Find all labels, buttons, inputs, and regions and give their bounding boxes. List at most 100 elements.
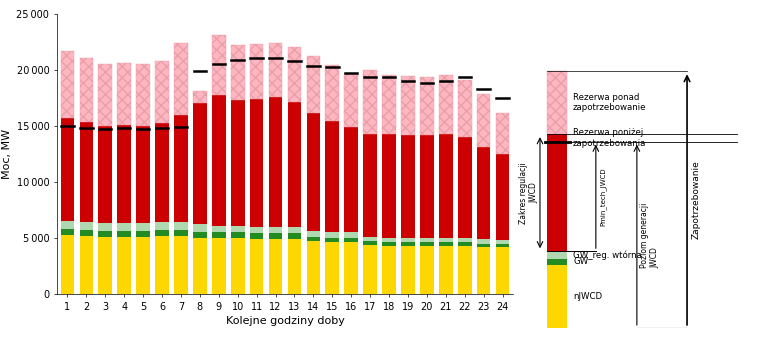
Text: nJWCD: nJWCD (573, 292, 602, 301)
Bar (174, 115, 188, 222)
Bar (401, 238, 415, 242)
Bar (477, 244, 490, 247)
Bar (344, 127, 358, 232)
Bar (547, 134, 567, 251)
Bar (61, 229, 74, 235)
Bar (420, 238, 434, 242)
Bar (439, 238, 453, 242)
Bar (458, 137, 471, 238)
Bar (193, 91, 207, 103)
Bar (193, 103, 207, 224)
Bar (250, 227, 264, 234)
Bar (287, 227, 301, 234)
Bar (136, 64, 150, 126)
Bar (306, 56, 320, 113)
Text: GW_reg. wtórna: GW_reg. wtórna (573, 250, 642, 260)
Bar (136, 126, 150, 223)
Bar (155, 61, 169, 123)
Bar (382, 246, 396, 294)
Bar (212, 232, 226, 238)
Bar (458, 246, 471, 294)
Bar (212, 35, 226, 95)
Bar (401, 76, 415, 135)
Bar (287, 239, 301, 294)
Bar (80, 58, 93, 122)
Bar (193, 232, 207, 238)
Bar (496, 247, 509, 294)
Bar (401, 246, 415, 294)
Bar (269, 97, 283, 227)
Bar (174, 222, 188, 230)
Bar (193, 224, 207, 232)
Bar (477, 94, 490, 147)
Bar (117, 237, 131, 294)
Bar (99, 223, 112, 231)
Bar (344, 238, 358, 242)
Bar (477, 239, 490, 244)
Bar (61, 221, 74, 229)
Bar (174, 43, 188, 115)
Bar (174, 236, 188, 294)
Bar (155, 123, 169, 222)
Bar (250, 234, 264, 239)
Text: Rezerwa poniżej
zapotrzebowania: Rezerwa poniżej zapotrzebowania (573, 128, 647, 148)
Bar (363, 241, 377, 245)
Text: Poziom generacji
JWCD: Poziom generacji JWCD (640, 202, 660, 267)
Bar (420, 242, 434, 246)
Bar (287, 234, 301, 239)
Bar (117, 125, 131, 223)
Bar (496, 244, 509, 247)
Bar (117, 231, 131, 237)
Text: Zapotrzebowanie: Zapotrzebowanie (692, 160, 701, 239)
Bar (458, 238, 471, 242)
Bar (325, 238, 339, 242)
Bar (439, 75, 453, 134)
Bar (547, 251, 567, 259)
Bar (401, 135, 415, 238)
Bar (363, 245, 377, 294)
Bar (61, 51, 74, 118)
Bar (344, 242, 358, 294)
Bar (420, 246, 434, 294)
Bar (287, 47, 301, 102)
Bar (99, 64, 112, 126)
Bar (269, 239, 283, 294)
Text: GW: GW (573, 257, 588, 266)
Bar (306, 231, 320, 237)
Bar (363, 134, 377, 237)
Bar (287, 102, 301, 227)
Bar (250, 44, 264, 99)
Bar (231, 225, 245, 232)
Bar (477, 247, 490, 294)
Y-axis label: Moc, MW: Moc, MW (2, 129, 12, 179)
Bar (212, 238, 226, 294)
Bar (80, 236, 93, 294)
Bar (231, 45, 245, 100)
Bar (547, 71, 567, 134)
Bar (80, 222, 93, 230)
Bar (363, 237, 377, 241)
Bar (99, 231, 112, 237)
Bar (193, 238, 207, 294)
Bar (61, 118, 74, 221)
Bar (439, 134, 453, 238)
Bar (325, 242, 339, 294)
Bar (401, 242, 415, 246)
Bar (306, 113, 320, 231)
Text: Rezerwa ponad
zapotrzebowanie: Rezerwa ponad zapotrzebowanie (573, 93, 647, 113)
Bar (250, 99, 264, 227)
Bar (458, 80, 471, 137)
Bar (212, 95, 226, 225)
Bar (496, 240, 509, 244)
Bar (382, 238, 396, 242)
Bar (250, 239, 264, 294)
Bar (325, 65, 339, 121)
Bar (231, 238, 245, 294)
Bar (325, 121, 339, 232)
Bar (269, 234, 283, 239)
Bar (117, 63, 131, 125)
Bar (547, 265, 567, 328)
Bar (99, 237, 112, 294)
Bar (382, 134, 396, 238)
Bar (420, 135, 434, 238)
